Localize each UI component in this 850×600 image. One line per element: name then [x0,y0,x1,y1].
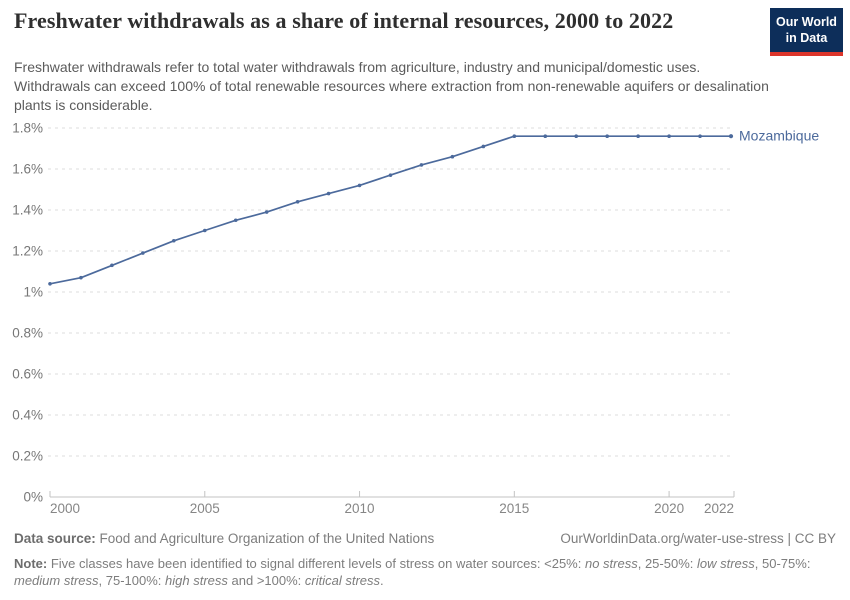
x-tick-label: 2000 [50,501,80,516]
note-text: Five classes have been identified to sig… [47,556,585,571]
data-point[interactable] [110,263,114,268]
data-point[interactable] [141,251,145,255]
data-point[interactable] [450,154,455,159]
data-point[interactable] [667,134,671,138]
y-tick-label: 1.4% [12,203,43,218]
note-label: Note: [14,556,48,571]
data-point[interactable] [264,210,269,214]
data-point[interactable] [481,144,486,149]
data-point[interactable] [419,163,424,167]
data-source-value: Food and Agriculture Organization of the… [95,531,435,546]
chart-subtitle: Freshwater withdrawals refer to total wa… [14,59,769,113]
x-tick-label: 2022 [704,501,734,516]
y-tick-label: 0.6% [12,367,43,382]
data-source-text: Data source: Food and Agriculture Organi… [14,531,434,546]
note-stress-class: high stress [165,573,228,588]
note-body: Five classes have been identified to sig… [14,556,810,588]
data-point[interactable] [512,134,517,138]
y-tick-label: 0.2% [12,449,43,464]
chart-svg[interactable]: 0% 0.2% 0.4% 0.6% 0.8% 1% 1.2% 1.4% 1.6% 1.8% 2000… [0,118,850,528]
data-point[interactable] [574,134,579,138]
page-title: Freshwater withdrawals as a share of int… [14,8,674,33]
data-point[interactable] [636,134,640,138]
series-line[interactable] [49,135,732,285]
data-point[interactable] [728,134,734,139]
owid-logo-line1: Our World [776,15,837,29]
data-source-label: Data source: [14,531,96,546]
y-tick-label: 1% [23,285,43,300]
note-text: . [380,573,384,588]
owid-link[interactable]: OurWorldinData.org/water-use-stress | CC… [560,531,836,546]
y-tick-label: 1.8% [12,121,43,136]
note-text: , 75-100%: [98,573,166,588]
x-tick-label: 2015 [499,501,529,516]
entity-label[interactable]: Mozambique [739,128,819,144]
x-tick-label: 2020 [654,501,684,516]
data-point[interactable] [357,183,362,188]
note-stress-class: medium stress [14,573,99,588]
y-tick-label: 1.6% [12,162,43,177]
note-stress-class: critical stress [304,573,381,588]
owid-logo[interactable]: Our World in Data [770,8,843,57]
x-tick-label: 2010 [345,501,375,516]
note-stress-class: low stress [696,556,755,571]
data-point[interactable] [233,218,238,223]
note-text: and >100%: [227,573,305,588]
y-tick-label: 1.2% [12,244,43,259]
data-point[interactable] [388,173,393,177]
data-point[interactable] [295,200,300,204]
y-tick-label: 0.4% [12,408,43,423]
y-tick-label: 0% [23,490,43,505]
y-tick-label: 0.8% [12,326,43,341]
data-point[interactable] [172,238,176,243]
owid-logo-line2: in Data [785,30,828,45]
data-point[interactable] [326,191,331,196]
note-stress-class: no stress [584,556,638,571]
data-point[interactable] [698,134,702,138]
x-tick-label: 2005 [190,501,220,516]
footer-source-row: Data source: Food and Agriculture Organi… [14,531,836,546]
data-point[interactable] [79,275,83,280]
data-point[interactable] [202,228,207,233]
data-point[interactable] [48,282,52,286]
line-chart[interactable]: 0% 0.2% 0.4% 0.6% 0.8% 1% 1.2% 1.4% 1.6% 1.8% 2000… [0,118,850,528]
note-text: , 25-50%: [637,556,697,571]
data-point[interactable] [543,134,548,138]
data-point[interactable] [605,134,609,138]
footer-note: Note: Five classes have been identified … [14,555,838,589]
note-text: , 50-75%: [754,556,811,571]
